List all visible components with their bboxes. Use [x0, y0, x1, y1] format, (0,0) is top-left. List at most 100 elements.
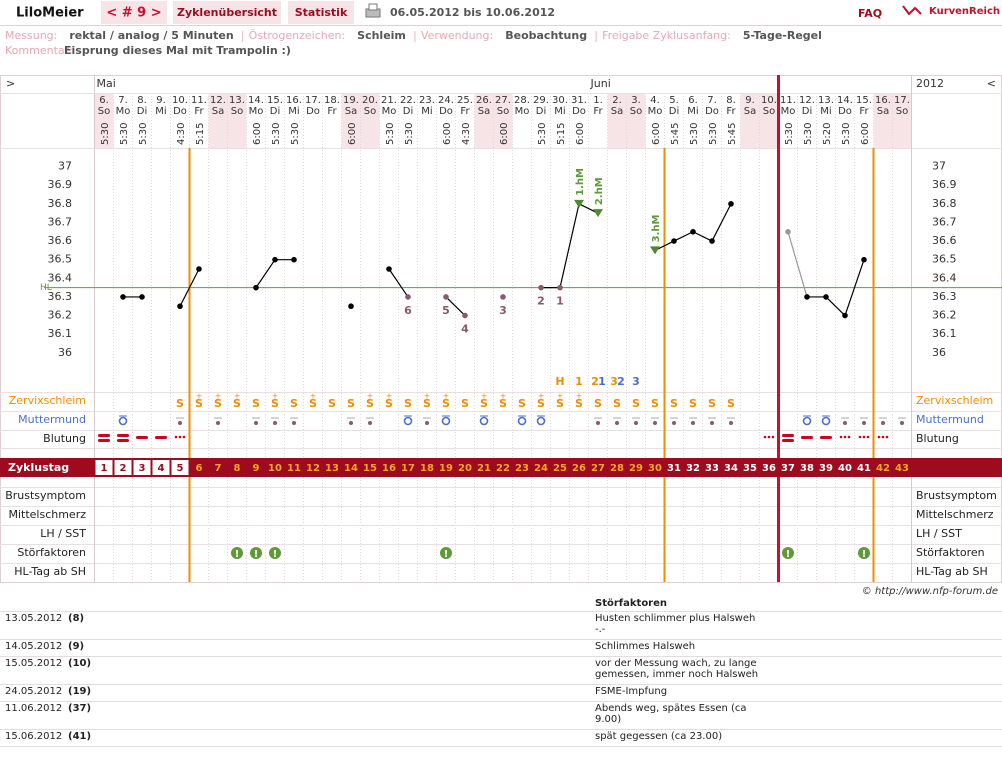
cervix-closed [900, 421, 904, 425]
high-point [593, 209, 603, 218]
time-label: 5:45 [670, 123, 681, 145]
table-text: FSME-Impfung [595, 686, 667, 697]
user-box [0, 0, 96, 25]
tab[interactable] [288, 1, 354, 24]
date-label: 19. [343, 95, 359, 106]
cervix-peak-label: 1 [598, 375, 606, 388]
cervix-closed [615, 421, 619, 425]
cycle-day-label: 29 [629, 463, 643, 474]
nav-button[interactable]: > [6, 77, 15, 90]
weekend-shade [759, 93, 779, 148]
cycle-day-box [95, 460, 113, 475]
date-label: 4. [650, 95, 660, 106]
weekend-shade [360, 93, 380, 148]
mucus-symbol: S [594, 397, 602, 410]
temperature-point [177, 303, 183, 310]
table-day: (19) [68, 686, 91, 697]
temperature-line [388, 268, 409, 298]
cervix-closed [178, 421, 182, 425]
date-label: 27. [495, 95, 511, 106]
cycle-day-label: 26 [572, 463, 586, 474]
cycle-nav[interactable]: < # 9 > [106, 6, 161, 21]
y-tick-label: 36.3 [48, 290, 73, 303]
table-day: (37) [68, 703, 91, 714]
tab-label[interactable]: Zyklenübersicht [177, 6, 277, 19]
peak-label: 2 [591, 375, 599, 388]
date-label: 9. [745, 95, 755, 106]
mucus-symbol: S [233, 397, 241, 410]
logo[interactable]: KurvenReich [902, 5, 1000, 17]
cycle-day-label: 27 [591, 463, 605, 474]
date-label: 13. [229, 95, 245, 106]
weekday-label: So [98, 106, 110, 117]
weekday-label: So [497, 106, 509, 117]
time-label: 5:30 [841, 123, 852, 145]
weekday-label: Do [173, 106, 187, 117]
y-tick-label: 36.6 [932, 234, 957, 247]
weekday-label: Mi [820, 106, 831, 117]
cervix-peak-label: 3 [632, 375, 640, 388]
time-label: 5:15 [195, 123, 206, 145]
cervix-open [441, 416, 451, 426]
date-label: 2. [612, 95, 622, 106]
weekday-label: Sa [212, 106, 224, 117]
cycle-day-bar [0, 458, 1002, 477]
disturbance-flag: ! [235, 549, 240, 560]
cycle-day-label: 40 [838, 463, 852, 474]
date-label: 25. [457, 95, 473, 106]
cervix-closed [691, 421, 695, 425]
mucus-plus: + [576, 392, 583, 401]
date-label: 24. [438, 95, 454, 106]
bleeding-normal [155, 436, 167, 439]
time-label: 5:30 [689, 123, 700, 145]
row-label: Brustsymptom [916, 489, 997, 502]
disturbance-icon [440, 547, 452, 559]
cervix-closed [273, 421, 277, 425]
month-label: Juni [590, 77, 611, 90]
mucus-symbol: S [423, 397, 431, 410]
weekday-label: Sa [478, 106, 490, 117]
date-label: 16. [286, 95, 302, 106]
weekday-label: Do [838, 106, 852, 117]
weekday-label: Mi [421, 106, 432, 117]
cycle-day-label: 8 [234, 463, 241, 474]
y-tick-label: 36 [58, 346, 72, 359]
weekday-label: Mi [155, 106, 166, 117]
bleeding-spot [843, 435, 847, 439]
weekend-shade [607, 93, 627, 148]
time-label: 5:30 [138, 123, 149, 145]
cervix-closed [672, 421, 676, 425]
nav-button[interactable]: < [987, 77, 996, 90]
faq-link[interactable]: FAQ [858, 7, 882, 20]
cycle-nav-box[interactable] [101, 1, 167, 24]
high-label: 2.hM [594, 177, 605, 205]
print-icon[interactable] [365, 3, 381, 18]
tab-label[interactable]: Statistik [295, 6, 348, 19]
mucus-symbol: S [385, 397, 393, 410]
cycle-day-box [171, 460, 189, 475]
low-count-label: 4 [461, 323, 469, 336]
disturbance-table: Störfaktoren 13.05.2012 (8) Husten schlimme… [0, 598, 1002, 747]
cervix-peak-label: 2 [617, 375, 625, 388]
cycle-day-label: 37 [781, 463, 795, 474]
cycle-day-label: 24 [534, 463, 548, 474]
date-label: 26. [476, 95, 492, 106]
cycle-day-label: 2 [120, 463, 127, 474]
bleeding-spot [771, 435, 775, 439]
date-label: 20. [362, 95, 378, 106]
time-label: 5:30 [404, 123, 415, 145]
low-count-label: 1 [556, 295, 564, 308]
disturbance-flag: ! [444, 549, 449, 560]
cycle-day-label: 43 [895, 463, 909, 474]
tab[interactable] [173, 1, 281, 24]
cycle-day-label: 19 [439, 463, 453, 474]
weekend-shade [474, 93, 494, 148]
bleeding-spot [877, 435, 881, 439]
weekday-label: Di [669, 106, 679, 117]
date-label: 17. [305, 95, 321, 106]
time-label: 5:45 [727, 123, 738, 145]
table-date: 14.05.2012 [5, 641, 62, 652]
date-label: 13. [818, 95, 834, 106]
row-label: HL-Tag ab SH [14, 565, 86, 578]
mucus-symbol: S [195, 397, 203, 410]
